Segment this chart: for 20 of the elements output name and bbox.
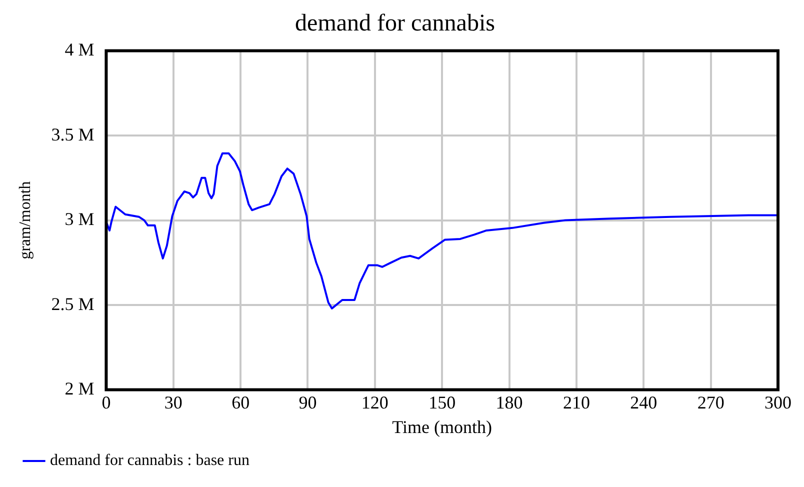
x-tick-label: 180 bbox=[496, 392, 523, 412]
y-axis-title: gram/month bbox=[16, 181, 34, 260]
x-tick-label: 60 bbox=[232, 392, 250, 412]
x-tick-label: 90 bbox=[298, 392, 317, 412]
y-tick-label: 3.5 M bbox=[51, 124, 94, 144]
y-tick-label: 4 M bbox=[64, 40, 94, 60]
chart-title: demand for cannabis bbox=[295, 10, 495, 37]
y-tick-label: 2 M bbox=[64, 378, 94, 399]
x-tick-label: 30 bbox=[164, 392, 182, 412]
y-tick-label: 3 M bbox=[64, 209, 94, 230]
legend-label: demand for cannabis : base run bbox=[50, 452, 250, 470]
x-tick-label: 300 bbox=[764, 392, 792, 412]
y-tick-label: 2.5 M bbox=[51, 294, 94, 314]
x-axis-title: Time (month) bbox=[392, 416, 492, 437]
x-tick-label: 120 bbox=[361, 392, 388, 412]
x-tick-label: 150 bbox=[428, 392, 456, 412]
x-tick-label: 240 bbox=[630, 392, 658, 412]
x-tick-label: 270 bbox=[697, 392, 724, 412]
x-tick-label: 210 bbox=[562, 392, 590, 412]
x-tick-label: 0 bbox=[102, 392, 111, 412]
